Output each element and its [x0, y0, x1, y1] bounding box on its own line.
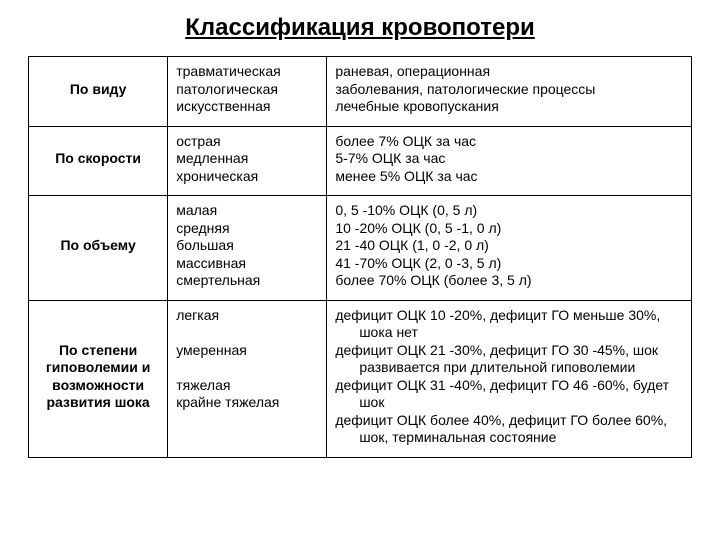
row-head: По виду — [29, 57, 168, 127]
row-head: По степени гиповолемии и возможности раз… — [29, 300, 168, 457]
row-head: По объему — [29, 196, 168, 301]
row-desc: дефицит ОЦК 10 -20%, дефицит ГО меньше 3… — [327, 300, 692, 457]
row-desc: 0, 5 -10% ОЦК (0, 5 л)10 -20% ОЦК (0, 5 … — [327, 196, 692, 301]
row-types: легкая умеренная тяжелаякрайне тяжелая — [168, 300, 327, 457]
table-row: По скорости остраямедленнаяхроническая б… — [29, 126, 692, 196]
classification-table: По виду травматическаяпатологическаяиску… — [28, 56, 692, 458]
row-types: травматическаяпатологическаяискусственна… — [168, 57, 327, 127]
row-desc: раневая, операционнаязаболевания, патоло… — [327, 57, 692, 127]
page-title: Классификация кровопотери — [28, 14, 692, 42]
table-row: По виду травматическаяпатологическаяиску… — [29, 57, 692, 127]
table-row: По объему малаясредняябольшаямассивнаясм… — [29, 196, 692, 301]
row-desc: более 7% ОЦК за час5-7% ОЦК за часменее … — [327, 126, 692, 196]
table-row: По степени гиповолемии и возможности раз… — [29, 300, 692, 457]
row-types: остраямедленнаяхроническая — [168, 126, 327, 196]
row-head: По скорости — [29, 126, 168, 196]
row-types: малаясредняябольшаямассивнаясмертельная — [168, 196, 327, 301]
